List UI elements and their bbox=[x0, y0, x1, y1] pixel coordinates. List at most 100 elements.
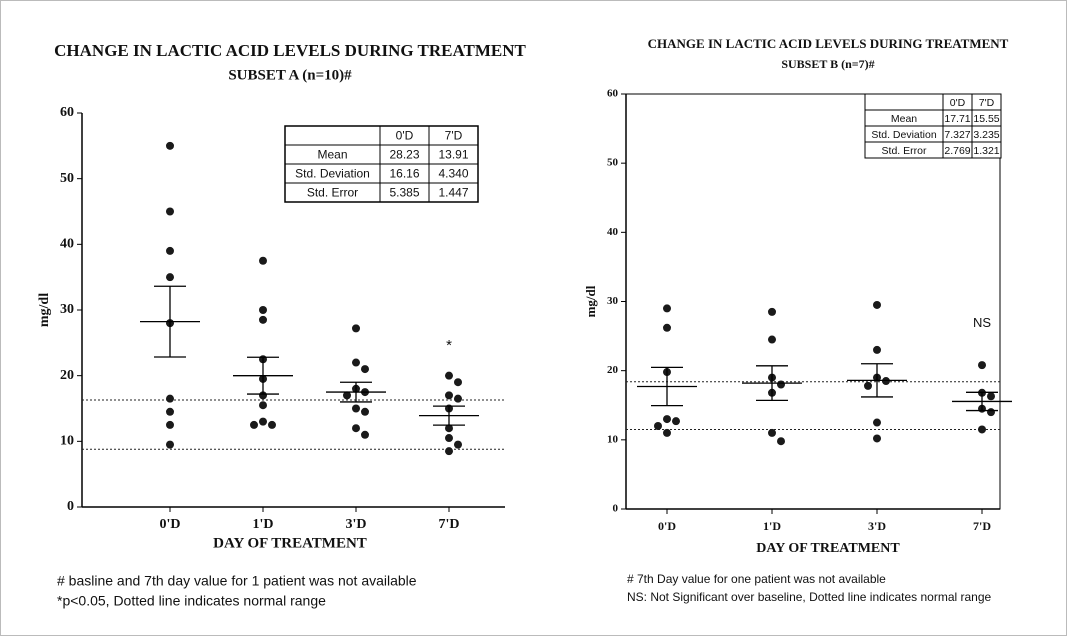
error-bar bbox=[340, 381, 372, 403]
y-tick-label: 50 bbox=[607, 157, 619, 169]
data-point bbox=[663, 304, 671, 313]
y-tick-label: 40 bbox=[60, 237, 74, 252]
chart-title: CHANGE IN LACTIC ACID LEVELS DURING TREA… bbox=[648, 36, 1009, 51]
data-point bbox=[259, 417, 267, 426]
data-point bbox=[672, 417, 680, 426]
data-point bbox=[873, 418, 881, 427]
chart-subtitle: SUBSET B (n=7)# bbox=[781, 57, 874, 71]
data-point bbox=[768, 428, 776, 437]
chart-title: CHANGE IN LACTIC ACID LEVELS DURING TREA… bbox=[54, 41, 526, 60]
y-tick-label: 40 bbox=[607, 226, 619, 238]
y-tick-label: 50 bbox=[60, 171, 74, 186]
data-point bbox=[978, 361, 986, 370]
data-point bbox=[343, 391, 351, 400]
error-bar bbox=[756, 365, 788, 402]
annotation: NS bbox=[973, 315, 991, 330]
data-point bbox=[777, 380, 785, 389]
data-point bbox=[445, 447, 453, 456]
footnote: # basline and 7th day value for 1 patien… bbox=[57, 573, 417, 589]
x-tick-label: 1'D bbox=[763, 519, 781, 533]
data-point bbox=[445, 371, 453, 380]
error-bar bbox=[247, 356, 279, 395]
data-point bbox=[768, 335, 776, 344]
error-bar bbox=[861, 363, 893, 398]
data-point bbox=[663, 323, 671, 332]
data-point bbox=[259, 401, 267, 410]
y-tick-label: 60 bbox=[60, 105, 74, 120]
data-point bbox=[882, 377, 890, 386]
data-point bbox=[268, 420, 276, 429]
data-point bbox=[654, 422, 662, 430]
data-point bbox=[250, 420, 258, 429]
x-axis-label: DAY OF TREATMENT bbox=[756, 541, 900, 556]
data-point bbox=[166, 407, 174, 416]
table-header: 0'D bbox=[950, 97, 966, 109]
table-cell: 1.321 bbox=[973, 145, 999, 157]
data-point bbox=[768, 307, 776, 316]
data-point bbox=[166, 273, 174, 282]
data-point bbox=[352, 358, 360, 367]
data-point bbox=[873, 345, 881, 354]
data-point bbox=[166, 207, 174, 216]
table-row-label: Std. Error bbox=[307, 186, 358, 200]
data-point bbox=[166, 420, 174, 429]
table-cell: 16.16 bbox=[389, 167, 419, 181]
data-point bbox=[873, 434, 881, 443]
data-point bbox=[259, 256, 267, 265]
footnote: *p<0.05, Dotted line indicates normal ra… bbox=[57, 593, 326, 609]
chart-subtitle: SUBSET A (n=10)# bbox=[228, 67, 352, 83]
data-point bbox=[663, 415, 671, 424]
table-row-label: Std. Deviation bbox=[295, 167, 370, 181]
data-point bbox=[361, 430, 369, 439]
data-point bbox=[978, 425, 986, 434]
data-point bbox=[166, 440, 174, 449]
table-header: 0'D bbox=[396, 129, 414, 143]
x-tick-label: 0'D bbox=[160, 517, 181, 532]
data-point bbox=[259, 315, 267, 324]
y-tick-label: 0 bbox=[67, 499, 74, 514]
data-point bbox=[352, 404, 360, 413]
data-point bbox=[454, 440, 462, 449]
data-point bbox=[445, 434, 453, 443]
table-cell: 3.235 bbox=[973, 129, 999, 141]
x-axis-label: DAY OF TREATMENT bbox=[213, 535, 367, 551]
data-point bbox=[352, 324, 360, 333]
data-point bbox=[873, 300, 881, 309]
data-point bbox=[987, 408, 995, 417]
x-tick-label: 7'D bbox=[439, 517, 460, 532]
x-tick-label: 1'D bbox=[253, 517, 274, 532]
table-row-label: Std. Error bbox=[882, 145, 927, 157]
error-bar bbox=[966, 391, 998, 412]
y-tick-label: 10 bbox=[60, 434, 74, 449]
y-tick-label: 10 bbox=[607, 433, 619, 445]
table-row-label: Mean bbox=[317, 148, 347, 162]
table-cell: 13.91 bbox=[438, 148, 468, 162]
data-point bbox=[777, 437, 785, 446]
data-point bbox=[166, 141, 174, 150]
data-point bbox=[166, 246, 174, 255]
table-cell: 17.71 bbox=[944, 113, 970, 125]
y-tick-label: 30 bbox=[607, 295, 619, 307]
data-point bbox=[987, 392, 995, 401]
table-cell: 5.385 bbox=[389, 186, 419, 200]
table-cell: 15.55 bbox=[973, 113, 999, 125]
table-cell: 28.23 bbox=[389, 148, 419, 162]
data-point bbox=[445, 391, 453, 400]
annotation: * bbox=[446, 337, 452, 354]
table-cell: 4.340 bbox=[438, 167, 468, 181]
data-point bbox=[864, 381, 872, 390]
error-bar bbox=[651, 366, 683, 407]
data-point bbox=[663, 428, 671, 437]
table-cell: 1.447 bbox=[438, 186, 468, 200]
y-tick-label: 20 bbox=[60, 368, 74, 383]
x-tick-label: 3'D bbox=[868, 519, 886, 533]
x-tick-label: 0'D bbox=[658, 519, 676, 533]
table-cell: 2.769 bbox=[944, 145, 970, 157]
error-bar bbox=[154, 285, 186, 358]
y-tick-label: 60 bbox=[607, 88, 619, 100]
y-tick-label: 0 bbox=[613, 503, 619, 515]
y-axis-label: mg/dl bbox=[37, 293, 52, 327]
error-bar bbox=[433, 405, 465, 426]
table-row-label: Std. Deviation bbox=[871, 129, 937, 141]
